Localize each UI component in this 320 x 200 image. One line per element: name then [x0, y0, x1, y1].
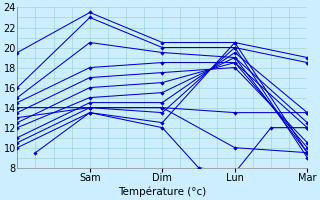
X-axis label: Température (°c): Température (°c): [118, 186, 206, 197]
